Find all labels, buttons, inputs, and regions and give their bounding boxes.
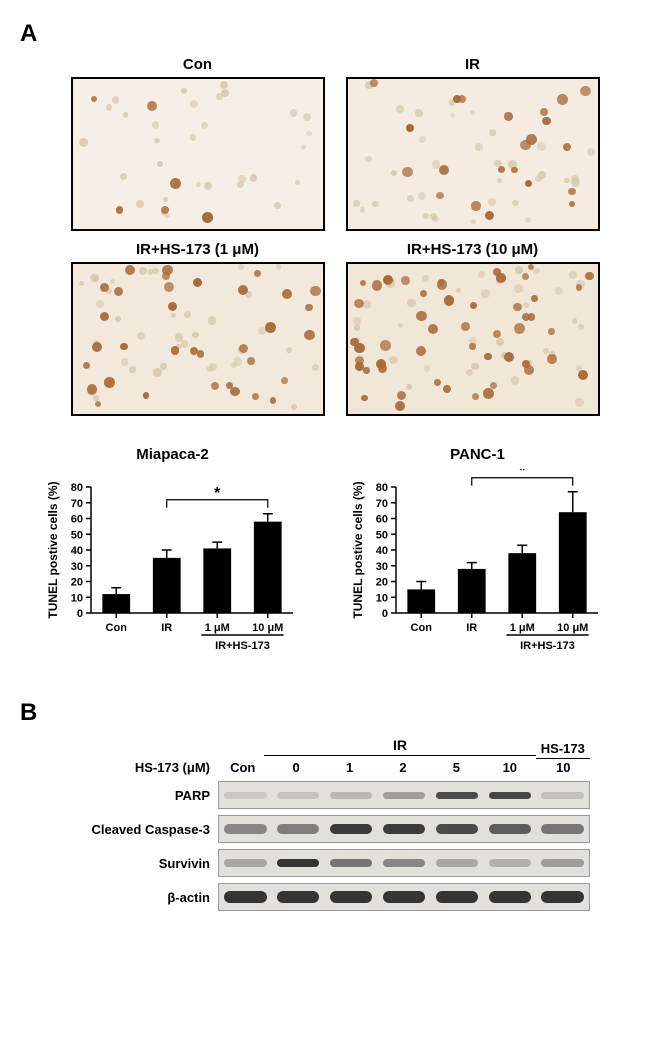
- micrograph-cell: IR+HS-173 (10 μM): [345, 241, 600, 416]
- chart-title: PANC-1: [348, 446, 608, 463]
- svg-text:*: *: [214, 485, 221, 502]
- hs-only-label: HS-173: [536, 741, 590, 756]
- panel-a-label: A: [20, 20, 630, 48]
- lane-label: 0: [269, 760, 322, 775]
- svg-text:20: 20: [70, 577, 82, 589]
- blot-strip: [218, 849, 590, 877]
- micrograph-grid: Con IR IR+HS-173 (1 μM) IR+HS-173 (10 μM): [70, 56, 600, 416]
- svg-text:10 μM: 10 μM: [252, 622, 283, 634]
- svg-text:40: 40: [70, 545, 82, 557]
- svg-text:30: 30: [375, 561, 387, 573]
- blot-row: β-actin: [80, 883, 590, 911]
- blot-row: PARP: [80, 781, 590, 809]
- chart-title: Miapaca-2: [43, 446, 303, 463]
- micrograph-image: [346, 262, 600, 416]
- chart: Miapaca-2 0 10 20 30 40 50 60 70 80 TUNEL postive …: [43, 446, 303, 659]
- blot-strip: [218, 815, 590, 843]
- micrograph-cell: IR: [345, 56, 600, 231]
- svg-text:1 μM: 1 μM: [204, 622, 229, 634]
- svg-text:Con: Con: [410, 622, 432, 634]
- charts-row: Miapaca-2 0 10 20 30 40 50 60 70 80 TUNEL postive …: [20, 446, 630, 659]
- svg-text:70: 70: [70, 498, 82, 510]
- blot-label: PARP: [80, 788, 218, 803]
- lane-label: 1: [323, 760, 376, 775]
- micrograph-title: IR: [345, 56, 600, 73]
- barchart-svg: 0 10 20 30 40 50 60 70 80 TUNEL postive cells (%)…: [348, 469, 608, 659]
- barchart-svg: 0 10 20 30 40 50 60 70 80 TUNEL postive cells (%)…: [43, 469, 303, 659]
- svg-text:60: 60: [70, 514, 82, 526]
- chart: PANC-1 0 10 20 30 40 50 60 70 80 TUNEL postive cel…: [348, 446, 608, 659]
- svg-text:60: 60: [375, 514, 387, 526]
- svg-text:IR: IR: [161, 622, 172, 634]
- micrograph-image: [71, 77, 325, 231]
- micrograph-cell: Con: [70, 56, 325, 231]
- svg-text:0: 0: [76, 608, 82, 620]
- svg-text:IR+HS-173: IR+HS-173: [520, 640, 575, 652]
- micrograph-cell: IR+HS-173 (1 μM): [70, 241, 325, 416]
- lane-label: 10: [483, 760, 536, 775]
- lane-label: Con: [216, 760, 269, 775]
- micrograph-image: [346, 77, 600, 231]
- blot-label: Cleaved Caspase-3: [80, 822, 218, 837]
- svg-text:20: 20: [375, 577, 387, 589]
- svg-text:10 μM: 10 μM: [557, 622, 588, 634]
- svg-text:*: *: [519, 469, 526, 480]
- svg-text:70: 70: [375, 498, 387, 510]
- blot-row: Survivin: [80, 849, 590, 877]
- blot-label: β-actin: [80, 890, 218, 905]
- blot-label: Survivin: [80, 856, 218, 871]
- svg-text:50: 50: [70, 529, 82, 541]
- svg-text:80: 80: [375, 482, 387, 494]
- micrograph-title: IR+HS-173 (1 μM): [70, 241, 325, 258]
- svg-text:Con: Con: [105, 622, 127, 634]
- micrograph-title: IR+HS-173 (10 μM): [345, 241, 600, 258]
- micrograph-image: [71, 262, 325, 416]
- svg-text:50: 50: [375, 529, 387, 541]
- svg-text:IR+HS-173: IR+HS-173: [215, 640, 270, 652]
- svg-text:80: 80: [70, 482, 82, 494]
- blot-header: IRHS-173HS-173 (μM)Con01251010: [80, 737, 590, 775]
- svg-text:30: 30: [70, 561, 82, 573]
- svg-text:IR: IR: [466, 622, 477, 634]
- svg-text:TUNEL postive cells (%): TUNEL postive cells (%): [46, 481, 60, 618]
- panel-b-label: B: [20, 699, 630, 727]
- hs-concentration-label: HS-173 (μM): [80, 760, 216, 775]
- svg-text:10: 10: [375, 592, 387, 604]
- svg-text:TUNEL postive cells (%): TUNEL postive cells (%): [351, 481, 365, 618]
- svg-text:1 μM: 1 μM: [509, 622, 534, 634]
- svg-text:40: 40: [375, 545, 387, 557]
- blot-section: IRHS-173HS-173 (μM)Con01251010PARPCleave…: [80, 737, 590, 911]
- blot-strip: [218, 781, 590, 809]
- svg-text:10: 10: [70, 592, 82, 604]
- blot-row: Cleaved Caspase-3: [80, 815, 590, 843]
- micrograph-title: Con: [70, 56, 325, 73]
- svg-text:0: 0: [381, 608, 387, 620]
- ir-label: IR: [264, 737, 535, 753]
- lane-label: 5: [430, 760, 483, 775]
- blot-strip: [218, 883, 590, 911]
- lane-label: 2: [376, 760, 429, 775]
